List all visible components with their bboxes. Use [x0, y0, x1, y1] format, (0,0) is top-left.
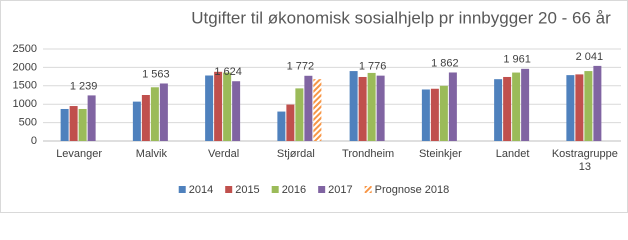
- bar: [358, 76, 367, 141]
- x-tick-label: Steinkjer: [418, 148, 462, 160]
- bar: [150, 87, 159, 141]
- x-tick-label: Landet: [495, 148, 530, 160]
- data-label: 1 776: [359, 61, 387, 73]
- data-label: 2 041: [576, 51, 604, 63]
- bar: [132, 101, 141, 141]
- legend-swatch: [364, 186, 372, 193]
- data-label: 1 239: [70, 80, 98, 92]
- bar: [304, 75, 313, 141]
- bar: [277, 111, 286, 141]
- legend-label: 2015: [235, 184, 259, 196]
- bar: [78, 108, 87, 141]
- legend-label: 2017: [328, 184, 352, 196]
- chart-title: Utgifter til økonomisk sosialhjelp pr in…: [191, 8, 611, 27]
- bar: [566, 75, 575, 141]
- bar: [159, 83, 168, 141]
- y-tick-label: 2500: [13, 43, 37, 55]
- x-tick-label: Verdal: [208, 148, 240, 160]
- bar: [223, 72, 232, 141]
- legend-label: 2014: [189, 184, 213, 196]
- bar: [448, 72, 457, 141]
- y-tick-label: 1000: [13, 98, 37, 110]
- bar: [593, 65, 602, 141]
- data-label: 1 772: [287, 61, 315, 73]
- y-tick-label: 0: [31, 135, 37, 147]
- bar: [205, 75, 214, 141]
- bar: [349, 71, 358, 141]
- bar: [430, 88, 439, 141]
- chart-container: Utgifter til økonomisk sosialhjelp pr in…: [0, 0, 628, 213]
- x-tick-label: Levanger: [56, 148, 103, 160]
- y-tick-label: 500: [19, 117, 37, 129]
- bar: [87, 95, 96, 141]
- legend-swatch: [318, 186, 326, 193]
- bar: [286, 104, 295, 141]
- bar: [232, 81, 241, 141]
- x-tick-label: Trondheim: [342, 148, 395, 160]
- chart: Utgifter til økonomisk sosialhjelp pr in…: [13, 8, 621, 196]
- y-tick-label: 1500: [13, 80, 37, 92]
- bar: [376, 75, 385, 141]
- bar: [494, 79, 503, 141]
- bar: [512, 72, 521, 141]
- bar: [295, 88, 304, 141]
- bar: [503, 76, 512, 141]
- legend-label: Prognose 2018: [375, 184, 450, 196]
- data-label: 1 624: [214, 66, 242, 78]
- data-label: 1 961: [503, 54, 531, 66]
- bar: [584, 71, 593, 141]
- bar: [69, 106, 78, 141]
- y-tick-label: 2000: [13, 61, 37, 73]
- legend-swatch: [225, 186, 233, 193]
- bar: [60, 108, 69, 141]
- x-tick-label: Malvik: [135, 148, 167, 160]
- legend-swatch: [271, 186, 279, 193]
- bar: [575, 74, 584, 141]
- bar: [214, 71, 223, 141]
- bar: [421, 89, 430, 141]
- x-tick-label: Stjørdal: [276, 148, 315, 160]
- legend-swatch: [178, 186, 186, 193]
- data-label: 1 862: [431, 57, 459, 69]
- bar: [141, 95, 150, 141]
- bar: [367, 72, 376, 141]
- bar: [313, 79, 322, 141]
- data-label: 1 563: [142, 68, 170, 80]
- x-tick-label: Kostragruppe 13: [551, 148, 618, 173]
- legend-label: 2016: [282, 184, 306, 196]
- bar: [521, 68, 530, 141]
- bar: [439, 85, 448, 141]
